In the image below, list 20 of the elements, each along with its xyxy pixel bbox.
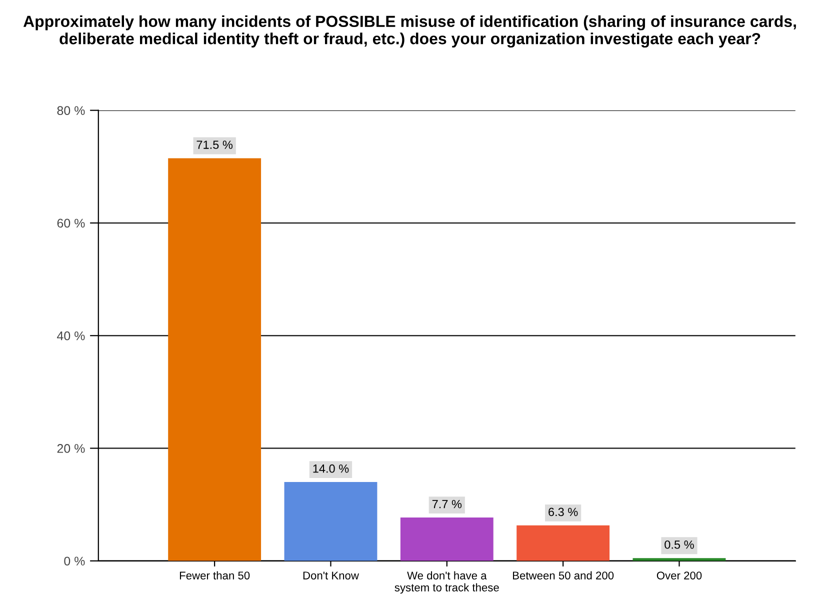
bar: [400, 518, 494, 561]
data-label: 14.0 %: [313, 464, 349, 473]
y-tick-label: 80 %: [57, 106, 85, 115]
x-tick-label: Over 200: [656, 572, 702, 580]
data-label: 6.3 %: [548, 508, 578, 516]
bar: [284, 482, 378, 561]
x-tick-label: We don't have a system to track these: [394, 571, 499, 594]
data-label: 7.7 %: [432, 500, 462, 508]
bar: [168, 158, 262, 561]
x-tick-label: Don't Know: [303, 572, 359, 580]
chart-title: Approximately how many incidents of POSSIBLE misuse of identification (sharing of insurance cards, deliberate medical identity theft or fraud, etc.) does your organization investigate each year?: [23, 15, 796, 48]
y-tick-label: 40 %: [57, 331, 85, 340]
x-tick-label: Between 50 and 200: [513, 571, 614, 580]
data-label: 71.5 %: [196, 140, 233, 149]
data-label: 0.5 %: [664, 540, 694, 549]
y-tick-label: 0 %: [64, 556, 85, 566]
bar: [516, 525, 610, 561]
y-tick-label: 60 %: [57, 218, 85, 228]
x-tick-label: Fewer than 50: [180, 571, 250, 580]
y-tick-label: 20 %: [57, 444, 85, 453]
